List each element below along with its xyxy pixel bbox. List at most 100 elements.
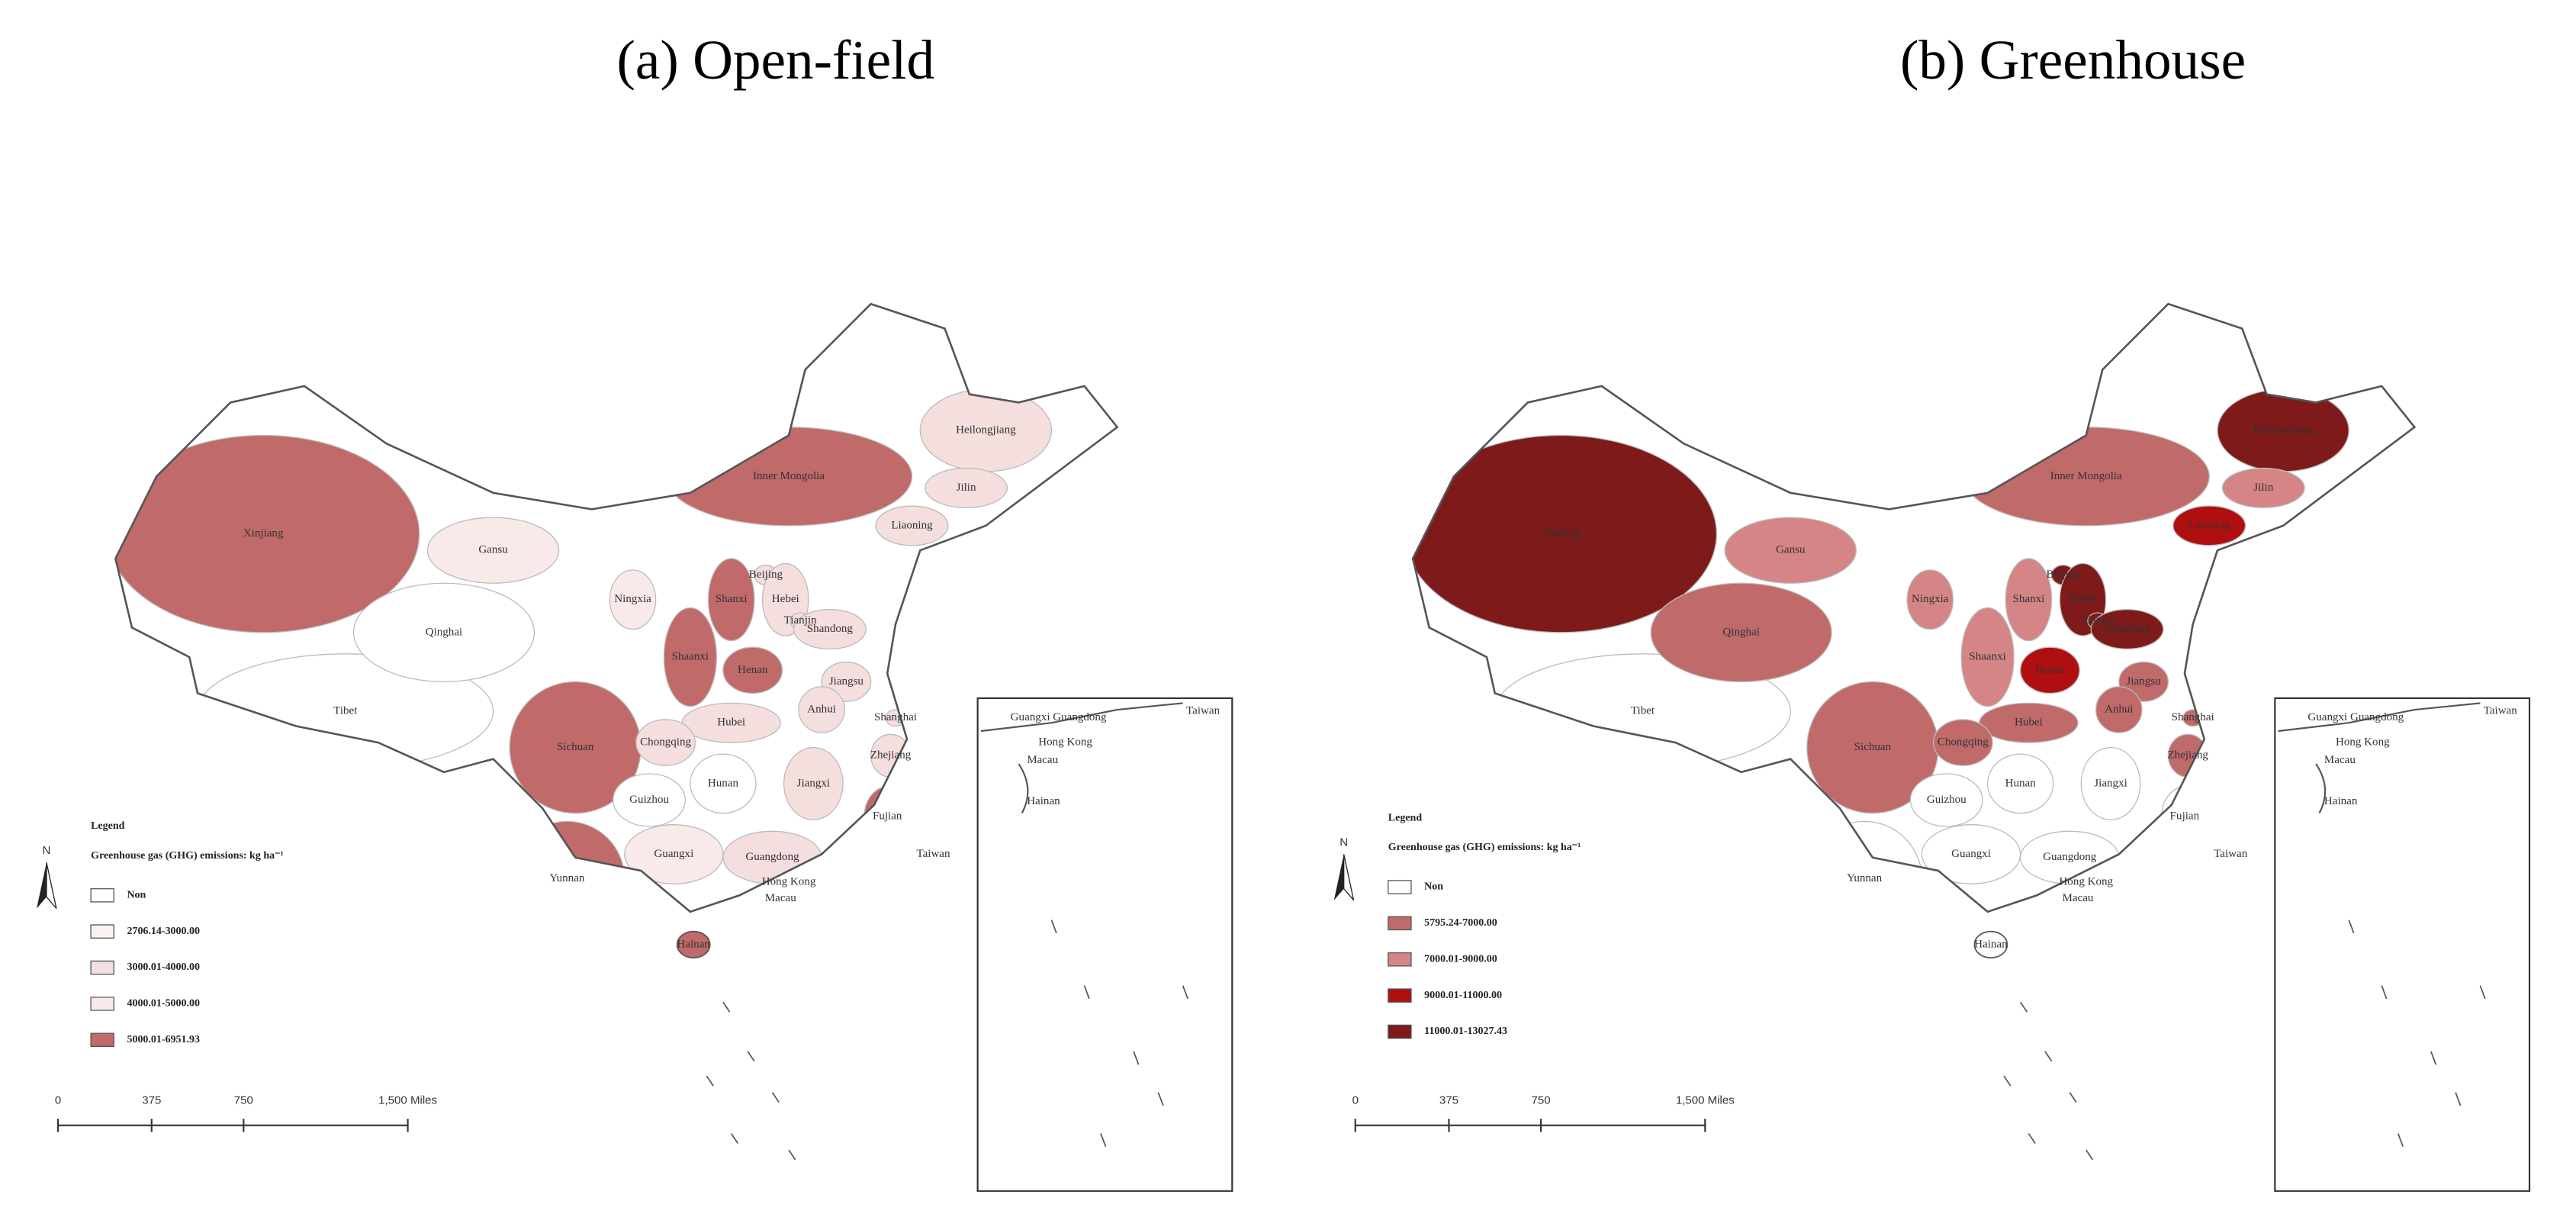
- inset-island: [2479, 985, 2486, 1000]
- province-label: Hong Kong: [762, 876, 816, 888]
- province-label: Anhui: [807, 703, 836, 715]
- island-mark: [2069, 1092, 2077, 1103]
- province-label: Zhejiang: [2167, 749, 2208, 762]
- province-area: [1413, 434, 1718, 633]
- hainan-island: [676, 930, 711, 958]
- inset-label: Guangxi Guangdong: [2307, 711, 2404, 723]
- province-label: Guizhou: [1927, 794, 1967, 806]
- province-label: Macau: [765, 892, 796, 904]
- legend-label: 7000.01-9000.00: [1424, 953, 1497, 965]
- legend-swatch: [1388, 952, 1412, 967]
- island-mark: [2028, 1132, 2036, 1144]
- province-label: Sichuan: [1854, 741, 1892, 753]
- province-label: Shanghai: [874, 711, 917, 723]
- north-label: N: [1339, 836, 1348, 849]
- inset-label: Taiwan: [1186, 705, 1220, 717]
- province-label: Shandong: [807, 623, 854, 635]
- panel-title: (a) Open-field: [617, 29, 935, 91]
- province-area: [875, 505, 949, 546]
- province-layer: [115, 388, 1053, 912]
- legend-swatch: [1388, 988, 1412, 1003]
- map-panel: (a) Open-field Xinjiang Tibet Qinghai Gansu I…: [37, 29, 1233, 1192]
- inset-island: [2348, 920, 2355, 934]
- province-label: Anhui: [2105, 703, 2134, 715]
- inset-island: [1100, 1133, 1107, 1147]
- province-label: Qinghai: [1722, 626, 1759, 638]
- province-label: Gansu: [1776, 544, 1806, 556]
- province-layer: [1413, 388, 2349, 912]
- province-label: Hebei: [772, 593, 799, 605]
- island-mark: [2003, 1075, 2012, 1087]
- province-area: [793, 609, 867, 650]
- inset-island: [2430, 1051, 2437, 1065]
- inset-island: [1083, 985, 1090, 1000]
- scale-label: 1,500 Miles: [378, 1094, 437, 1107]
- province-label: Hubei: [717, 717, 745, 729]
- province-label: Inner Mongolia: [2050, 470, 2122, 482]
- province-label: Jiangxi: [797, 777, 830, 789]
- province-area: [722, 646, 783, 694]
- province-area: [1932, 719, 1993, 766]
- province-label: Ningxia: [614, 593, 651, 605]
- province-label: Tianjin: [784, 614, 817, 627]
- province-label: Tibet: [1631, 705, 1655, 717]
- legend-label: 5000.01-6951.93: [127, 1034, 200, 1045]
- province-label: Liaoning: [2188, 519, 2230, 531]
- legend-swatch: [90, 888, 114, 903]
- province-label: Shanxi: [2013, 593, 2045, 605]
- inset-island: [2455, 1092, 2462, 1107]
- island-mark: [722, 1001, 731, 1013]
- province-area: [1650, 582, 1832, 683]
- legend-label: Non: [1424, 881, 1443, 893]
- province-area: [2221, 467, 2305, 508]
- hainan-island: [1973, 930, 2008, 958]
- inset-label: Taiwan: [2484, 705, 2518, 717]
- province-label: Henan: [738, 664, 768, 676]
- province-label: Hong Kong: [2059, 876, 2113, 888]
- inset-label: Hainan: [1027, 795, 1060, 807]
- province-area: [613, 773, 687, 827]
- province-label: Fujian: [2170, 810, 2200, 822]
- province-label: Jiangsu: [2127, 675, 2162, 688]
- province-area: [2095, 686, 2143, 733]
- inset-coast: [980, 702, 1183, 814]
- province-label: Guangxi: [1951, 848, 1991, 860]
- province-label: Chongqing: [640, 736, 691, 749]
- province-area: [2090, 609, 2164, 650]
- inset-island: [1050, 920, 1057, 934]
- province-label: Beijing: [749, 569, 783, 581]
- legend-swatch: [1388, 916, 1412, 931]
- legend-swatch: [1388, 1024, 1412, 1039]
- island-mark: [706, 1075, 714, 1087]
- province-label: Shaanxi: [1969, 651, 2005, 663]
- legend-swatch: [90, 960, 114, 975]
- panel-title: (b) Greenhouse: [1900, 29, 2246, 91]
- island-mark: [730, 1132, 739, 1144]
- province-area: [690, 753, 757, 814]
- scale-label: 750: [1531, 1094, 1550, 1107]
- island-mark: [2019, 1001, 2028, 1013]
- province-area: [635, 719, 696, 766]
- island-mark: [2044, 1051, 2053, 1062]
- legend-title: Legend: [91, 820, 125, 832]
- province-label: Shandong: [2104, 623, 2150, 635]
- province-area: [1960, 607, 2015, 707]
- inset-frame: [976, 697, 1233, 1192]
- province-label: Hubei: [2015, 717, 2043, 729]
- legend-swatch: [90, 997, 114, 1011]
- province-label: Taiwan: [2214, 848, 2248, 860]
- inset-island: [1157, 1092, 1164, 1107]
- legend-swatch: [1388, 880, 1412, 894]
- scale-label: 0: [1352, 1094, 1359, 1107]
- inset-island: [2397, 1133, 2404, 1147]
- province-label: Macau: [2063, 892, 2094, 904]
- province-label: Shanghai: [2172, 711, 2214, 723]
- inset-island: [1133, 1051, 1140, 1065]
- legend-label: 3000.01-4000.00: [127, 962, 200, 973]
- north-arrow: [46, 862, 57, 909]
- province-area: [925, 467, 1008, 508]
- legend-label: 11000.01-13027.43: [1424, 1026, 1507, 1037]
- province-label: Hebei: [2069, 593, 2096, 605]
- province-label: Shaanxi: [672, 651, 709, 663]
- inset-label: Macau: [1027, 754, 1058, 766]
